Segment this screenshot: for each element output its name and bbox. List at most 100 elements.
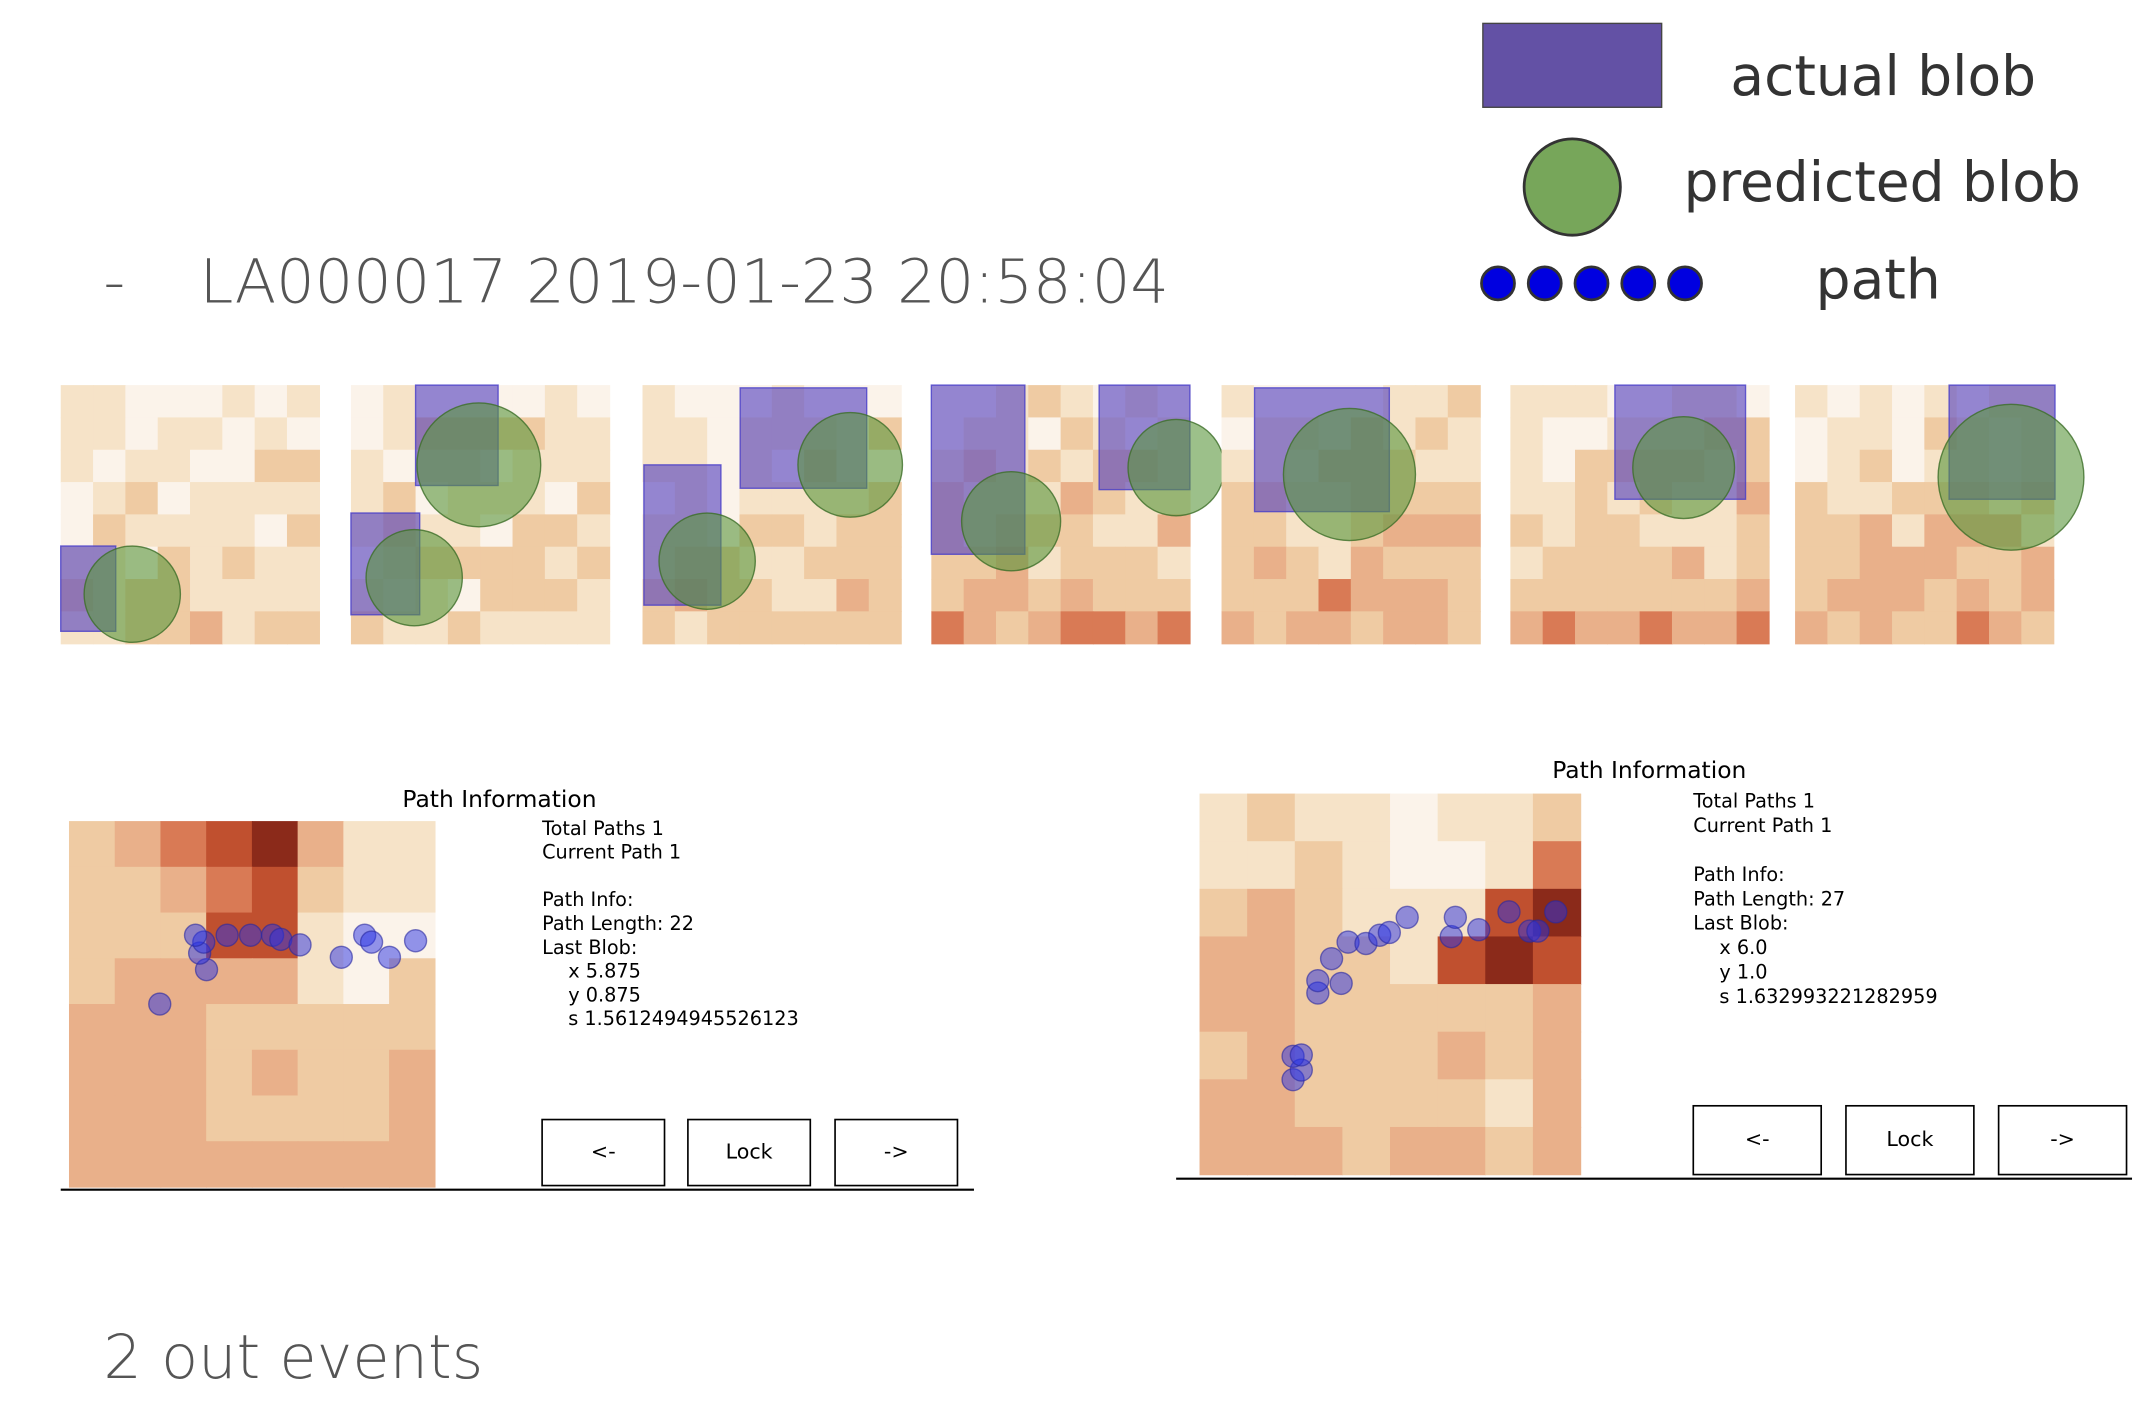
heat-cell: [1028, 385, 1062, 419]
heat-cell: [286, 579, 320, 613]
heat-cell: [1294, 888, 1344, 938]
heat-cell: [1485, 1079, 1534, 1128]
heat-cell: [1199, 793, 1248, 842]
heat-cell: [544, 546, 578, 580]
heat-cell: [1294, 1126, 1344, 1176]
heat-cell: [1294, 793, 1344, 842]
heat-cell: [1607, 611, 1641, 645]
heat-cell: [1736, 514, 1770, 548]
path-info-line: Path Length: 27: [1693, 887, 1845, 910]
heat-cell: [1795, 611, 1829, 645]
heat-cell: [1221, 546, 1255, 580]
button-frame: [1997, 1104, 2128, 1176]
heat-cell: [1092, 514, 1126, 548]
heat-cell: [1485, 1126, 1534, 1176]
heat-cell: [1485, 793, 1534, 842]
heat-cell: [1542, 385, 1576, 419]
heat-cell: [125, 514, 159, 548]
heat-cell: [1532, 984, 1582, 1033]
heat-cell: [836, 514, 870, 548]
heat-cell: [1318, 611, 1352, 645]
button-label: ->: [884, 1140, 909, 1164]
heat-cell: [544, 579, 578, 613]
heat-cell: [642, 417, 676, 451]
heat-cell: [350, 449, 384, 483]
heat-cell: [1532, 841, 1582, 890]
path-point: [148, 992, 172, 1016]
heat-cell: [1028, 417, 1062, 451]
heat-cell: [1575, 546, 1609, 580]
button[interactable]: <-: [541, 1118, 666, 1187]
heat-cell: [642, 611, 676, 645]
path-point: [1319, 946, 1344, 971]
heat-cell: [512, 546, 546, 580]
heat-cell: [251, 866, 299, 914]
heat-cell: [1221, 514, 1255, 548]
button-label: Lock: [1886, 1127, 1933, 1151]
heat-cell: [1532, 793, 1582, 842]
heat-cell: [1704, 579, 1738, 613]
heat-cell: [1859, 449, 1893, 483]
heat-cell: [286, 417, 320, 451]
heat-cell: [1390, 1031, 1439, 1081]
heat-cell: [206, 1004, 253, 1051]
heat-cell: [254, 514, 288, 548]
heat-cell: [995, 611, 1029, 645]
heat-cell: [771, 611, 805, 645]
heat-cell: [254, 482, 288, 516]
heat-cell: [577, 417, 611, 451]
heat-cell: [254, 611, 288, 645]
heat-cell: [544, 611, 578, 645]
heat-cell: [160, 1095, 207, 1142]
heat-cell: [160, 821, 207, 868]
heat-cell: [1125, 514, 1159, 548]
heat-cell: [1221, 449, 1255, 483]
heat-cell: [286, 385, 320, 419]
thumbnail: [1795, 384, 2085, 645]
heat-cell: [1542, 449, 1576, 483]
heat-cell: [254, 449, 288, 483]
button[interactable]: Lock: [687, 1118, 812, 1187]
heat-cell: [1125, 579, 1159, 613]
heat-cell: [836, 611, 870, 645]
heat-cell: [286, 482, 320, 516]
path-info-line: Current Path 1: [1693, 814, 1832, 837]
heat-cell: [1415, 449, 1449, 483]
thumbnail: [350, 384, 611, 645]
heat-cell: [1415, 482, 1449, 516]
heat-cell: [60, 385, 94, 419]
panel-title: Path Information: [1552, 756, 1746, 784]
heat-cell: [577, 611, 611, 645]
heat-cell: [1415, 514, 1449, 548]
heat-cell: [1510, 449, 1544, 483]
heat-cell: [1827, 482, 1861, 516]
heat-cell: [297, 821, 345, 868]
heat-cell: [577, 579, 611, 613]
path-info-line: Path Info:: [1693, 863, 1784, 886]
heat-cell: [1415, 611, 1449, 645]
heat-cell: [480, 611, 514, 645]
heat-cell: [125, 385, 159, 419]
button[interactable]: ->: [1997, 1104, 2128, 1176]
heat-cell: [1988, 579, 2023, 613]
heat-cell: [1199, 888, 1248, 938]
button[interactable]: Lock: [1845, 1104, 1975, 1176]
heat-cell: [1671, 579, 1705, 613]
button[interactable]: ->: [834, 1118, 959, 1187]
heat-cell: [68, 912, 116, 959]
heat-cell: [1342, 1126, 1391, 1176]
heat-cell: [544, 514, 578, 548]
button-label: Lock: [726, 1140, 773, 1164]
heat-cell: [60, 449, 94, 483]
heat-cell: [1485, 841, 1534, 890]
predicted-blob: [1282, 407, 1417, 542]
button[interactable]: <-: [1692, 1104, 1823, 1176]
heat-cell: [577, 482, 611, 516]
heat-cell: [297, 866, 345, 914]
heat-cell: [1859, 611, 1893, 645]
heat-cell: [1286, 611, 1320, 645]
heat-cell: [577, 514, 611, 548]
heat-cell: [1795, 417, 1829, 451]
heat-cell: [1247, 841, 1296, 890]
heat-cell: [1639, 611, 1673, 645]
